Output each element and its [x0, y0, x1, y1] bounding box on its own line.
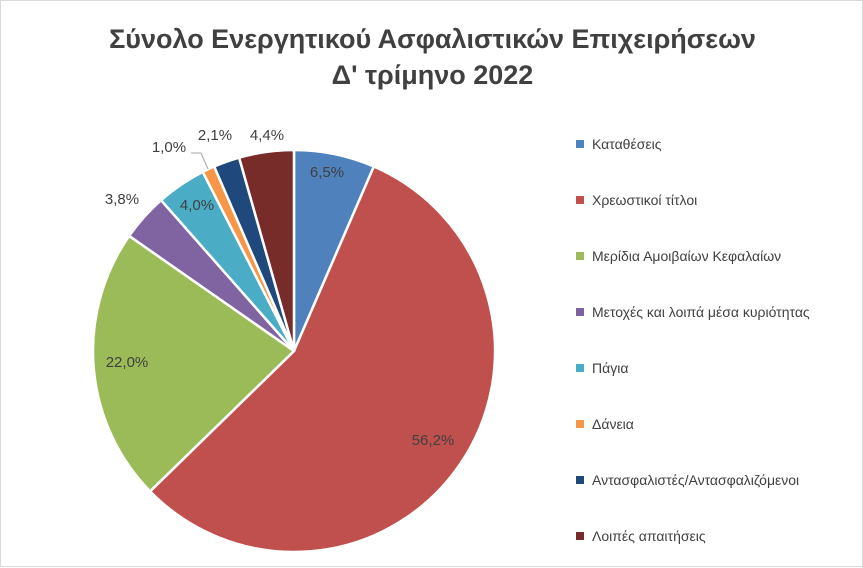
- legend-swatch: [576, 420, 584, 428]
- legend-item-7: Λοιπές απαιτήσεις: [576, 525, 706, 547]
- legend-swatch: [576, 476, 584, 484]
- data-label-1: 56,2%: [412, 432, 455, 449]
- legend-item-4: Πάγια: [576, 357, 628, 379]
- legend-label: Μερίδια Αμοιβαίων Κεφαλαίων: [592, 248, 782, 264]
- legend-item-0: Καταθέσεις: [576, 133, 661, 155]
- chart-title: Σύνολο Ενεργητικού Ασφαλιστικών Επιχειρή…: [109, 24, 756, 54]
- data-label-0: 6,5%: [310, 164, 344, 181]
- pie-slice-1: [148, 164, 497, 554]
- legend-swatch: [576, 252, 584, 260]
- legend-item-6: Αντασφαλιστές/Αντασφαλιζόμενοι: [576, 469, 799, 491]
- legend-item-3: Μετοχές και λοιπά μέσα κυριότητας: [576, 301, 810, 323]
- chart-subtitle: Δ' τρίμηνο 2022: [331, 60, 534, 90]
- legend-label: Λοιπές απαιτήσεις: [592, 528, 706, 544]
- legend-item-5: Δάνεια: [576, 413, 634, 435]
- data-label-7: 4,4%: [250, 127, 284, 144]
- data-label-2: 22,0%: [106, 354, 149, 371]
- data-label-5: 1,0%: [152, 139, 186, 156]
- legend-label: Μετοχές και λοιπά μέσα κυριότητας: [592, 304, 810, 320]
- pie-slice-2: [91, 234, 296, 494]
- legend-swatch: [576, 308, 584, 316]
- legend-swatch: [576, 196, 584, 204]
- legend-label: Χρεωστικοί τίτλοι: [592, 192, 698, 208]
- legend-label: Πάγια: [592, 360, 629, 376]
- legend-label: Αντασφαλιστές/Αντασφαλιζόμενοι: [592, 472, 800, 488]
- pie-slice-7: [237, 148, 296, 352]
- leader-line: [191, 152, 209, 170]
- legend-swatch: [576, 364, 584, 372]
- legend-label: Καταθέσεις: [592, 136, 662, 152]
- data-label-6: 2,1%: [198, 127, 232, 144]
- chart-title-block: Σύνολο Ενεργητικού Ασφαλιστικών Επιχειρή…: [1, 21, 863, 93]
- legend-label: Δάνεια: [592, 416, 634, 432]
- data-label-3: 3,8%: [105, 191, 139, 208]
- data-label-4: 4,0%: [180, 197, 214, 214]
- legend-swatch: [576, 532, 584, 540]
- legend-item-1: Χρεωστικοί τίτλοι: [576, 189, 697, 211]
- legend-swatch: [576, 140, 584, 148]
- legend-item-2: Μερίδια Αμοιβαίων Κεφαλαίων: [576, 245, 781, 267]
